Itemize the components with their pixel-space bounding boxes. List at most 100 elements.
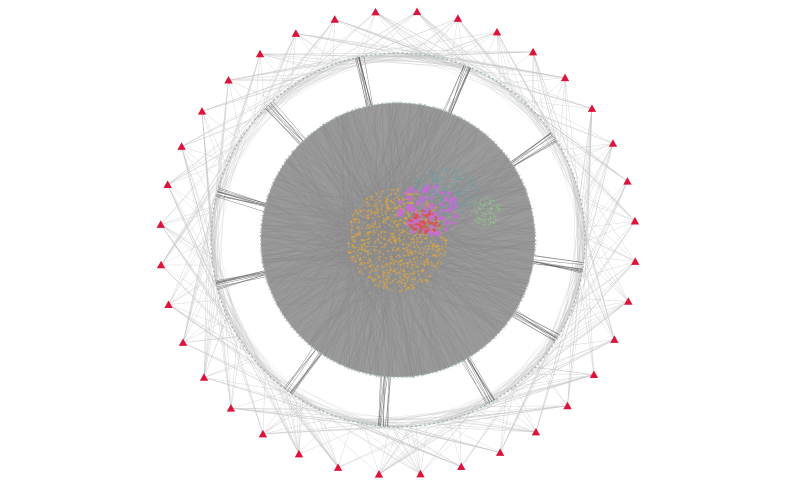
ring-chord-edge (333, 415, 421, 426)
core-edge (404, 252, 524, 297)
cluster-node-orange (359, 233, 361, 236)
cluster-node-teal (440, 177, 443, 180)
cluster-node-orange (406, 286, 409, 289)
cluster-node-green (487, 218, 490, 220)
cluster-node-teal (451, 184, 454, 186)
core-edge (393, 235, 531, 282)
cluster-node-teal (450, 214, 453, 216)
cluster-node-teal (430, 169, 432, 172)
cluster-node-orange (347, 250, 350, 253)
hub-edge (495, 81, 593, 109)
cluster-node-green (484, 213, 486, 215)
hub-edge (531, 51, 534, 113)
hub-edge (262, 370, 266, 435)
ring-chord-edge (425, 386, 515, 426)
middle-ring-node (479, 71, 482, 74)
inner-ring-node (301, 140, 304, 143)
hub-edge (228, 80, 243, 144)
cluster-node-orange (390, 188, 393, 191)
cluster-node-orange (388, 278, 390, 280)
cluster-node-orange (441, 248, 443, 251)
inner-ring-node (512, 165, 515, 167)
cluster-node-green (483, 203, 486, 206)
cluster-node-teal (459, 178, 462, 181)
middle-ring-node (564, 321, 567, 324)
hub-edge (450, 18, 459, 64)
ring-chord-edge (214, 274, 239, 337)
cluster-node-teal (466, 177, 468, 179)
cluster-node-orange (403, 198, 406, 201)
middle-ring-node (361, 55, 363, 58)
ring-chord-edge (318, 53, 385, 71)
hub-edge (259, 33, 297, 114)
hub-edge (477, 405, 568, 413)
cluster-node-orange (404, 265, 406, 268)
hub-node-triangle (416, 469, 425, 478)
cluster-node-orange (404, 206, 407, 208)
inner-ring-node (288, 322, 291, 325)
cluster-node-orange (365, 234, 367, 237)
hub-edge (268, 376, 339, 468)
cluster-node-orange (380, 203, 383, 206)
inner-ring-node (286, 158, 289, 161)
cluster-node-orange (375, 211, 377, 214)
inner-ring-node (529, 273, 532, 276)
hub-edge (483, 374, 595, 404)
inner-ring-node (495, 143, 498, 146)
hub-node-triangle (457, 462, 466, 471)
cluster-node-orange (427, 244, 431, 248)
cluster-node-orange (403, 254, 406, 257)
core-edge (279, 239, 367, 309)
bundle-edge (272, 100, 306, 139)
cluster-node-orange (370, 213, 372, 215)
core-edge (367, 102, 410, 193)
inner-ring-node (526, 193, 528, 195)
cluster-node-orange (368, 271, 371, 274)
inner-ring-node (264, 273, 267, 276)
cluster-node-green (493, 204, 496, 206)
cluster-node-teal (452, 188, 455, 191)
middle-ring-node (584, 234, 586, 237)
middle-ring-node (273, 99, 275, 101)
hub-edge (533, 301, 629, 365)
ring-chord-edge (285, 389, 369, 425)
hub-edge (167, 184, 212, 263)
middle-ring-node (233, 148, 236, 151)
cluster-node-red (421, 213, 424, 216)
hub-edge (581, 256, 629, 302)
cluster-node-red (412, 216, 415, 220)
middle-ring-node (210, 248, 213, 250)
cluster-node-green (489, 215, 492, 218)
cluster-node-orange (409, 283, 412, 286)
cluster-node-orange (423, 260, 425, 262)
hub-edge (332, 19, 335, 66)
cluster-node-orange (355, 246, 358, 249)
cluster-node-orange (382, 280, 385, 283)
inner-ring-node (362, 371, 365, 374)
cluster-node-teal (465, 191, 468, 193)
inner-ring-node (404, 375, 407, 378)
cluster-node-red (428, 211, 431, 213)
cluster-node-green (478, 206, 480, 208)
hub-edge (439, 31, 498, 59)
cluster-node-orange (399, 255, 401, 258)
middle-ring-node (280, 384, 282, 387)
inner-ring-node (272, 182, 275, 184)
cluster-node-teal (456, 169, 458, 171)
cluster-node-teal (423, 178, 426, 181)
core-edge (270, 205, 344, 294)
cluster-node-orange (370, 199, 372, 201)
hub-edge (167, 145, 236, 185)
middle-ring-node (211, 261, 214, 264)
middle-ring-node (229, 156, 232, 159)
middle-ring-node (584, 243, 586, 246)
middle-ring-node (322, 67, 325, 70)
hub-edge (230, 391, 288, 409)
cluster-node-teal (465, 176, 467, 178)
inner-ring-node (435, 107, 438, 110)
cluster-node-orange (434, 266, 437, 269)
cluster-node-orange (399, 257, 401, 259)
hub-edge (183, 335, 241, 343)
core-edge (260, 228, 391, 232)
middle-ring-node (566, 317, 569, 320)
